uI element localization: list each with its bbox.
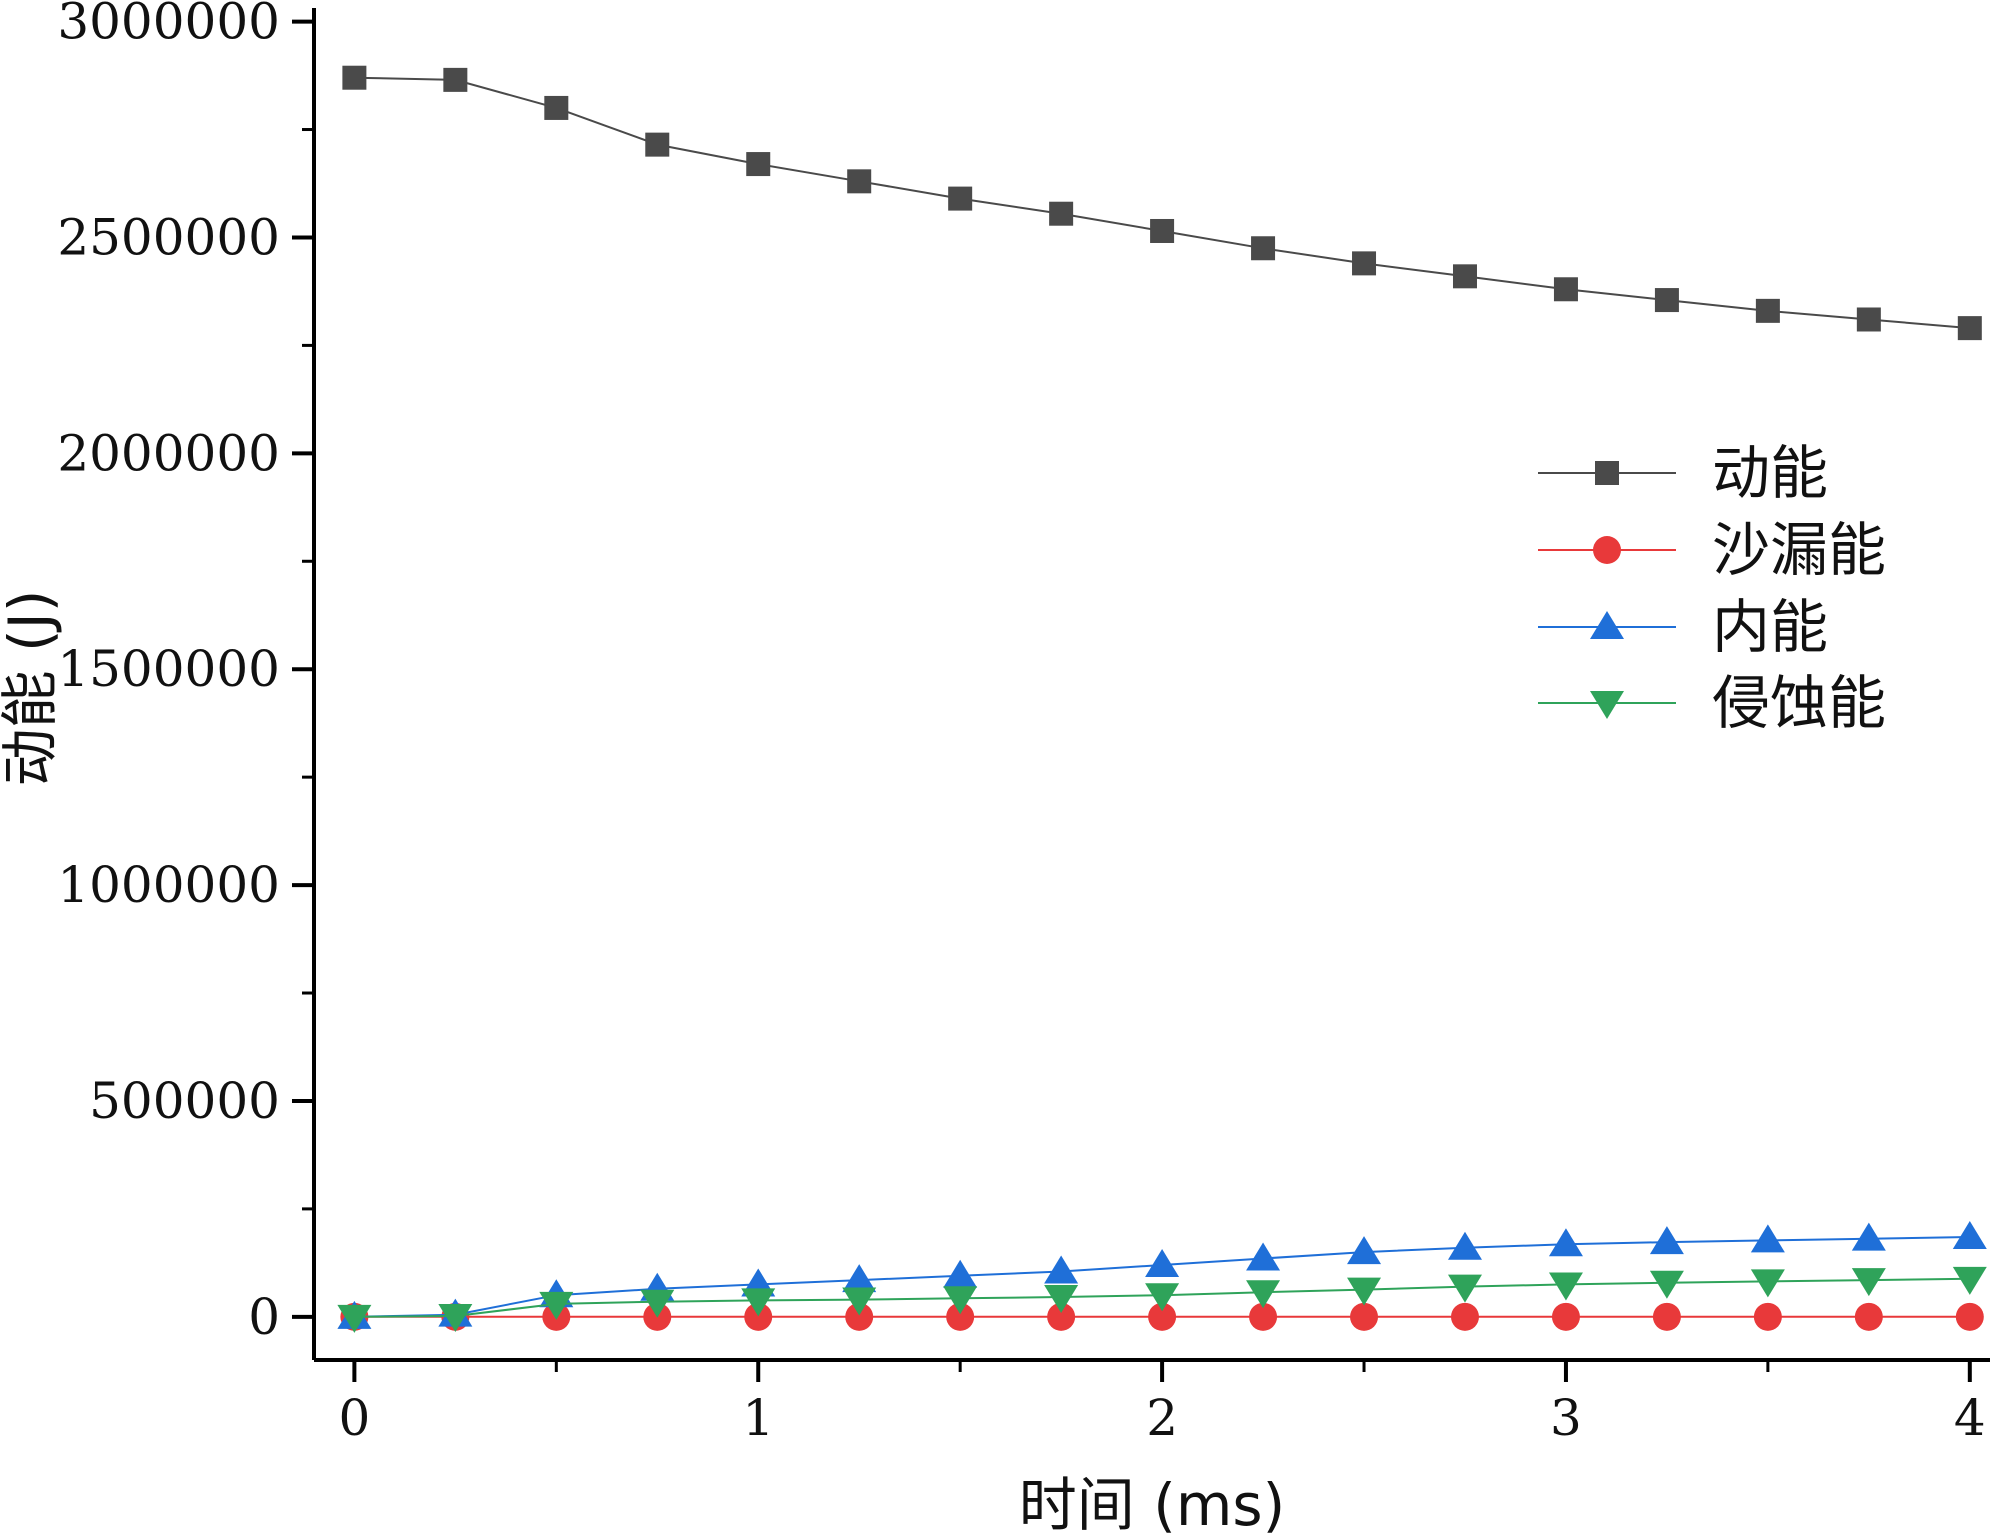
data-point [1350, 1302, 1379, 1331]
data-point [1148, 1302, 1177, 1331]
legend-item: 内能 [1538, 593, 1828, 661]
legend-label: 沙漏能 [1712, 516, 1886, 584]
data-point [741, 1288, 776, 1317]
x-tick-label: 1 [742, 1389, 774, 1447]
x-tick-label: 4 [1954, 1389, 1986, 1447]
data-point [1347, 1236, 1382, 1265]
data-point [1249, 1302, 1278, 1331]
data-point [1654, 288, 1679, 313]
data-point [1447, 1231, 1482, 1260]
data-point [443, 67, 468, 92]
data-point [1753, 1302, 1782, 1331]
y-tick-label: 2000000 [57, 424, 280, 482]
y-tick-label: 2500000 [57, 208, 280, 266]
data-point [842, 1287, 877, 1316]
data-point [946, 1302, 975, 1331]
data-point [1755, 298, 1780, 323]
data-point [845, 1302, 874, 1331]
data-point [1851, 1268, 1886, 1297]
data-point [1955, 1302, 1984, 1331]
legend-item: 动能 [1538, 439, 1828, 507]
data-point [337, 1304, 372, 1333]
data-point [1246, 1280, 1281, 1309]
data-point [1957, 316, 1982, 341]
legend-marker [1595, 461, 1619, 485]
data-point [1044, 1255, 1079, 1284]
data-point [1044, 1284, 1079, 1313]
data-point [1649, 1270, 1684, 1299]
data-point [645, 132, 670, 157]
data-point [948, 186, 973, 211]
legend-marker [1590, 691, 1624, 719]
data-point [1145, 1283, 1180, 1312]
data-point [1246, 1242, 1281, 1271]
data-point [539, 1291, 574, 1320]
data-point [1145, 1249, 1180, 1278]
x-tick-label: 0 [338, 1389, 370, 1447]
data-point [1952, 1266, 1987, 1295]
series-2 [340, 1302, 1984, 1331]
data-point [943, 1286, 978, 1315]
legend-marker [1590, 611, 1624, 639]
data-point [1851, 1222, 1886, 1251]
legend-marker [1593, 536, 1621, 564]
data-point [1447, 1274, 1482, 1303]
data-point [1652, 1302, 1681, 1331]
y-tick-label: 1500000 [57, 640, 280, 698]
x-tick-label: 3 [1550, 1389, 1582, 1447]
data-point [1049, 201, 1074, 226]
data-point [1347, 1277, 1382, 1306]
data-point [544, 95, 569, 120]
legend-label: 侵蚀能 [1712, 669, 1886, 737]
data-point [1352, 251, 1377, 276]
legend-item: 侵蚀能 [1538, 669, 1886, 737]
data-point [1856, 307, 1881, 332]
data-point [1551, 1302, 1580, 1331]
data-point [1854, 1302, 1883, 1331]
data-point [1047, 1302, 1076, 1331]
data-point [1548, 1272, 1583, 1301]
y-axis-title: 动能 (J) [0, 590, 64, 787]
series-layer [337, 65, 1987, 1333]
x-tick-label: 2 [1146, 1389, 1178, 1447]
data-point [1750, 1269, 1785, 1298]
data-point [1150, 218, 1175, 243]
legend-label: 动能 [1712, 439, 1828, 507]
legend-item: 沙漏能 [1538, 516, 1886, 584]
data-point [640, 1289, 675, 1318]
data-point [342, 65, 367, 90]
y-tick-label: 3000000 [57, 0, 280, 51]
data-point [847, 169, 872, 194]
data-point [1750, 1224, 1785, 1253]
series-line [354, 76, 1970, 330]
series-4 [337, 1266, 1987, 1333]
data-point [1548, 1228, 1583, 1257]
data-point [1649, 1226, 1684, 1255]
data-point [1251, 236, 1276, 261]
data-point [746, 152, 771, 177]
data-point [943, 1259, 978, 1288]
series-1 [342, 65, 1982, 341]
data-point [1450, 1302, 1479, 1331]
data-point [1952, 1220, 1987, 1249]
y-tick-label: 1000000 [57, 856, 280, 914]
data-point [744, 1302, 773, 1331]
axes: 0 500000 1000000 1500000 2000000 2500000 30000… [57, 0, 1990, 1447]
y-tick-label: 500000 [89, 1072, 280, 1130]
data-point [1553, 277, 1578, 302]
data-point [1452, 264, 1477, 289]
x-axis-title: 时间 (ms) [1019, 1471, 1285, 1535]
legend-label: 内能 [1712, 593, 1828, 661]
y-tick-label: 0 [248, 1288, 280, 1346]
data-point [438, 1303, 473, 1332]
data-point [842, 1264, 877, 1293]
